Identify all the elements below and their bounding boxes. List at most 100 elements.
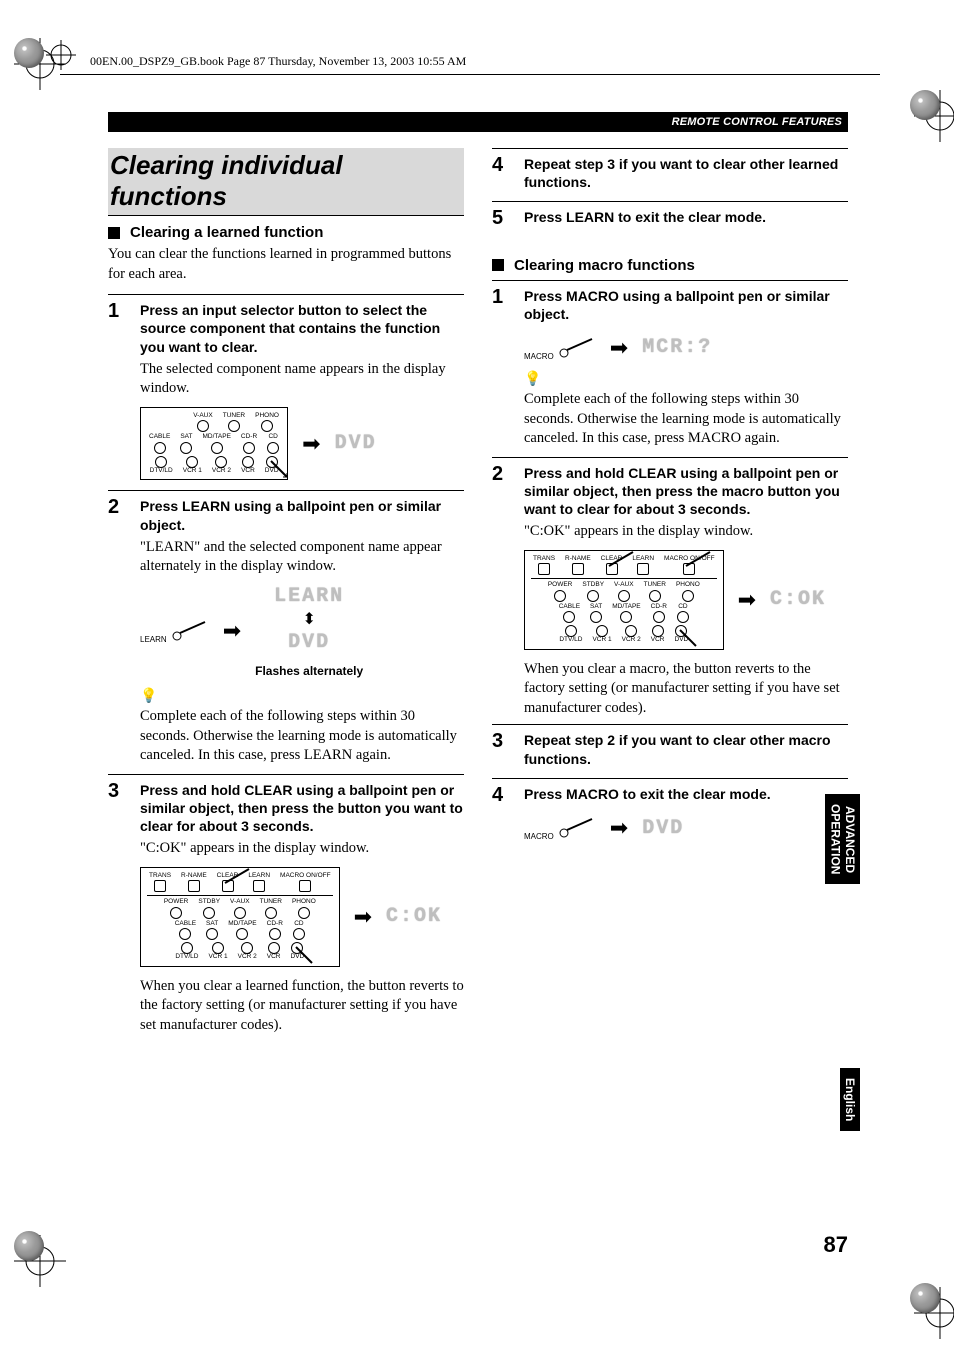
step-note: "LEARN" and the selected component name …: [140, 538, 464, 577]
pen-press-icon: [556, 815, 596, 841]
macro-button-figure: MACRO: [524, 335, 596, 361]
side-tab-advanced: ADVANCED OPERATION: [825, 794, 860, 884]
macro-step-3: 3 Repeat step 2 if you want to clear oth…: [492, 724, 848, 771]
macro-step-1: 1 Press MACRO using a ballpoint pen or s…: [492, 280, 848, 449]
remote-btn-phono: [261, 420, 273, 432]
running-head-text: 00EN.00_DSPZ9_GB.book Page 87 Thursday, …: [90, 54, 466, 68]
binding-dot-tl: [14, 38, 44, 68]
running-head: 00EN.00_DSPZ9_GB.book Page 87 Thursday, …: [90, 54, 466, 69]
step-1: 1 Press an input selector button to sele…: [108, 294, 464, 480]
remote-btn-phono: [682, 590, 694, 602]
figure-macro2: TRANS R-NAME CLEAR LEARN MACRO ON/OFF PO…: [524, 550, 848, 650]
tip-text: Complete each of the following steps wit…: [140, 707, 464, 766]
remote-btn-dtv: [155, 456, 167, 468]
figure-macro1: MACRO ➡ MCR:?: [524, 335, 848, 361]
step-2: 2 Press LEARN using a ballpoint pen or s…: [108, 490, 464, 765]
remote-btn-cdr: [243, 442, 255, 454]
lcd-display-dvd: DVD: [288, 631, 330, 654]
remote-btn-cd: [267, 442, 279, 454]
remote-btn-stdby: [587, 590, 599, 602]
section-header-text: REMOTE CONTROL FEATURES: [672, 116, 842, 128]
remote-btn-stdby: [203, 907, 215, 919]
step-4: 4 Repeat step 3 if you want to clear oth…: [492, 148, 848, 195]
step-note: "C:OK" appears in the display window.: [524, 522, 848, 542]
step-5: 5 Press LEARN to exit the clear mode.: [492, 201, 848, 230]
remote-full-panel: TRANS R-NAME CLEAR LEARN MACRO ON/OFF PO…: [524, 550, 724, 650]
arrow-right-icon: ➡: [302, 431, 320, 457]
lcd-display-mcr: MCR:?: [642, 336, 712, 359]
arrow-right-icon: ➡: [610, 815, 628, 841]
remote-btn-cable: [563, 611, 575, 623]
remote-btn-clear: [222, 880, 234, 892]
step-number: 1: [108, 301, 128, 399]
macro-step-2: 2 Press and hold CLEAR using a ballpoint…: [492, 457, 848, 719]
step-instruction: Press LEARN to exit the clear mode.: [524, 208, 848, 226]
step-number: 1: [492, 287, 512, 327]
figure-step2: LEARN ➡ LEARN ⬍ DVD Flashes alternately: [140, 585, 464, 678]
left-column: Clearing individual functions Clearing a…: [108, 148, 464, 1036]
page-number: 87: [824, 1232, 848, 1258]
pen-icon: [605, 550, 635, 570]
step-number: 4: [492, 785, 512, 807]
remote-btn-vaux: [618, 590, 630, 602]
remote-btn-vcr2: [215, 456, 227, 468]
remote-btn-vcr: [242, 456, 254, 468]
remote-btn-cd: [677, 611, 689, 623]
pen-press-icon: [169, 618, 209, 644]
step-note-after: When you clear a learned function, the b…: [140, 977, 464, 1036]
remote-btn-trans: [154, 880, 166, 892]
remote-btn-tuner: [265, 907, 277, 919]
step-instruction: Press MACRO to exit the clear mode.: [524, 785, 848, 803]
binding-dot-br: [910, 1283, 940, 1313]
step-number: 2: [492, 464, 512, 542]
remote-btn-mdtape: [620, 611, 632, 623]
running-head-rule: [60, 74, 880, 75]
remote-btn-power: [554, 590, 566, 602]
pen-icon: [221, 867, 251, 887]
binding-dot-tr: [910, 90, 940, 120]
figure-step3: TRANS R-NAME CLEAR LEARN MACRO ON/OFF PO…: [140, 867, 464, 967]
intro-paragraph: You can clear the functions learned in p…: [108, 245, 464, 284]
remote-btn-cd: [293, 928, 305, 940]
subhead-text: Clearing a learned function: [130, 224, 323, 241]
bullet-square-icon: [108, 227, 120, 239]
remote-btn-macro: [683, 563, 695, 575]
lcd-display-learn: LEARN: [274, 585, 344, 608]
pen-icon: [265, 455, 289, 479]
side-tab-language: English: [840, 1068, 860, 1131]
step-number: 2: [108, 497, 128, 577]
section-header-bar: REMOTE CONTROL FEATURES: [108, 112, 848, 132]
tip-bulb-icon: 💡: [524, 371, 848, 388]
arrow-right-icon: ➡: [223, 618, 241, 644]
step-number: 5: [492, 208, 512, 230]
remote-btn-rname: [572, 563, 584, 575]
step-instruction: Press MACRO using a ballpoint pen or sim…: [524, 287, 848, 323]
tip-text: Complete each of the following steps wit…: [524, 390, 848, 449]
remote-btn-learn: [253, 880, 265, 892]
figure-macro4: MACRO ➡ DVD: [524, 815, 848, 841]
remote-btn-cable: [154, 442, 166, 454]
learn-button-figure: LEARN: [140, 618, 209, 644]
subhead-clearing-macro: Clearing macro functions: [492, 257, 848, 274]
remote-btn-sat: [206, 928, 218, 940]
remote-btn-cdr: [269, 928, 281, 940]
remote-btn-rname: [188, 880, 200, 892]
step-instruction: Press and hold CLEAR using a ballpoint p…: [524, 464, 848, 519]
remote-btn-vaux: [234, 907, 246, 919]
step-number: 3: [492, 731, 512, 771]
remote-btn-cable: [179, 928, 191, 940]
pen-icon: [682, 550, 712, 570]
figure-step1: x x V-AUX TUNER PHONO CABLE SAT MD/TAPE …: [140, 407, 464, 481]
step-note-after: When you clear a macro, the button rever…: [524, 660, 848, 719]
page-title: Clearing individual functions: [108, 148, 464, 216]
step-note: "C:OK" appears in the display window.: [140, 839, 464, 859]
remote-btn-mdtape: [211, 442, 223, 454]
subhead-text: Clearing macro functions: [514, 257, 695, 274]
lcd-display-dvd: DVD: [642, 817, 684, 840]
remote-btn-dvd: [675, 625, 687, 637]
macro-button-figure: MACRO: [524, 815, 596, 841]
arrow-right-icon: ➡: [354, 904, 372, 930]
remote-btn-trans: [538, 563, 550, 575]
binding-dot-bl: [14, 1231, 44, 1261]
pen-icon: [290, 941, 314, 965]
